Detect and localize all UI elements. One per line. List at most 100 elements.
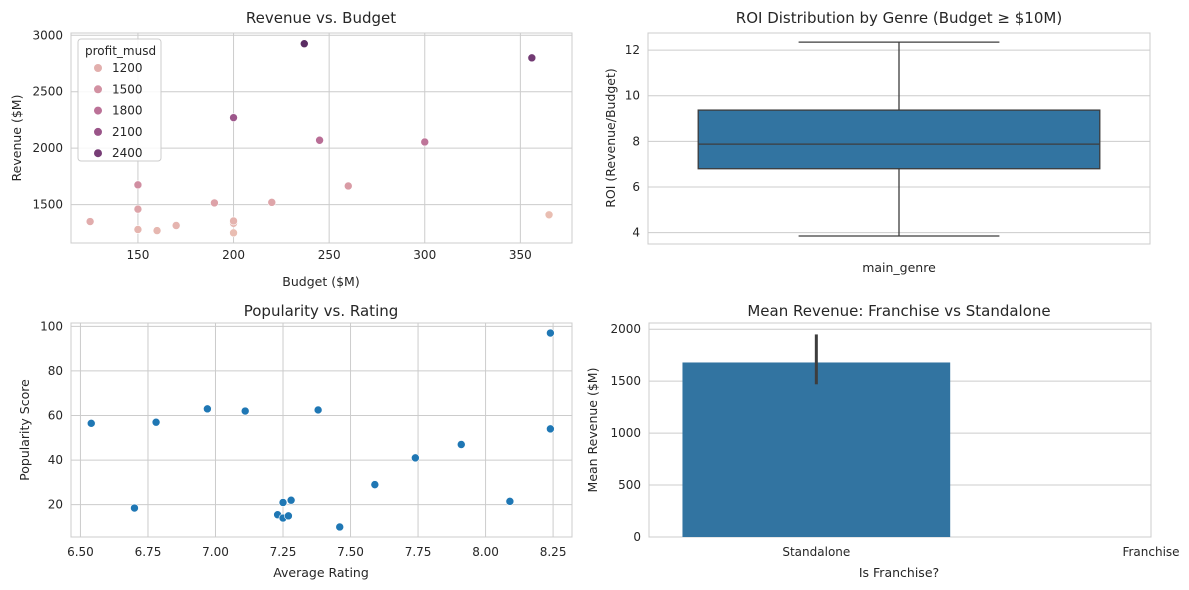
data-point	[85, 217, 95, 226]
data-point	[544, 210, 554, 220]
data-point	[420, 137, 430, 147]
chart-title: ROI Distribution by Genre (Budget ≥ $10M…	[736, 9, 1062, 27]
data-point	[86, 419, 96, 428]
data-point	[370, 480, 380, 489]
legend-label: 1500	[112, 82, 143, 96]
roi-box-panel: ROI Distribution by Genre (Budget ≥ $10M…	[603, 9, 1151, 275]
data-point	[133, 204, 143, 214]
x-tick-label: 7.00	[202, 545, 229, 559]
data-point	[130, 503, 139, 513]
data-point	[546, 424, 555, 434]
legend-title: profit_musd	[85, 44, 156, 58]
plot-frame	[70, 322, 573, 538]
data-point	[229, 228, 238, 238]
x-tick-label: 7.75	[405, 545, 432, 559]
x-tick-label: 300	[413, 248, 436, 262]
data-point	[229, 113, 238, 122]
data-point	[151, 417, 161, 427]
chart-title: Mean Revenue: Franchise vs Standalone	[747, 302, 1050, 320]
y-tick-label: 6	[632, 180, 640, 194]
y-tick-label: 3000	[32, 28, 63, 42]
x-axis-label: Is Franchise?	[859, 565, 939, 580]
data-point	[152, 226, 162, 235]
data-point	[133, 225, 143, 234]
y-axis-label: Mean Revenue ($M)	[585, 368, 600, 493]
mean-revenue-panel: Mean Revenue: Franchise vs Standalone 0 5…	[585, 302, 1180, 580]
x-axis-label: Average Rating	[273, 565, 369, 580]
data-point	[286, 495, 296, 505]
iqr-box	[697, 109, 1101, 170]
legend-marker	[94, 85, 102, 94]
legend-marker	[94, 64, 102, 72]
y-tick-label: 100	[40, 319, 63, 333]
x-tick-label: 6.50	[67, 545, 94, 559]
chart-title: Revenue vs. Budget	[246, 9, 396, 27]
data-point	[313, 405, 323, 415]
data-point	[210, 198, 219, 208]
data-point	[299, 39, 309, 49]
y-tick-label: 4	[632, 226, 640, 240]
y-axis-label: Popularity Score	[17, 379, 32, 481]
data-point	[335, 522, 345, 532]
x-tick-label: 7.50	[337, 545, 364, 559]
legend-label: 2400	[112, 146, 143, 160]
legend-label: 2100	[112, 125, 143, 139]
y-axis-label: Revenue ($M)	[9, 95, 24, 182]
x-axis-label: main_genre	[862, 260, 936, 275]
legend-label: 1200	[112, 61, 143, 75]
plot-frame	[647, 32, 1151, 245]
data-point	[267, 198, 277, 207]
x-tick-label: 150	[126, 248, 149, 262]
data-point	[411, 453, 420, 463]
x-tick-label: 350	[509, 248, 532, 262]
y-tick-label: 2000	[32, 141, 63, 155]
y-tick-label: 8	[632, 134, 640, 148]
legend-marker	[94, 127, 102, 136]
y-tick-label: 12	[625, 43, 640, 57]
legend-label: 1800	[112, 104, 143, 118]
data-point	[229, 216, 238, 226]
x-tick-label: Franchise	[1122, 545, 1179, 559]
data-point	[278, 498, 288, 507]
data-point	[505, 497, 515, 506]
x-tick-label: 7.25	[270, 545, 297, 559]
y-tick-label: 1500	[610, 374, 641, 388]
y-tick-label: 10	[625, 89, 640, 103]
data-point	[171, 221, 181, 230]
x-tick-label: 250	[318, 248, 341, 262]
chart-title: Popularity vs. Rating	[244, 302, 399, 320]
data-point	[284, 511, 293, 521]
revenue-budget-panel: Revenue vs. Budget 150 200 250 300 350 1500 20…	[9, 9, 573, 289]
data-point	[527, 53, 537, 63]
y-tick-label: 20	[48, 498, 63, 512]
data-point	[240, 406, 250, 416]
y-tick-label: 2000	[610, 322, 641, 336]
x-tick-label: 200	[222, 248, 245, 262]
legend: profit_musd 1200 1500 1800 2100 2400	[77, 38, 162, 162]
y-tick-label: 40	[48, 453, 63, 467]
y-tick-label: 80	[48, 364, 63, 378]
data-point	[456, 440, 466, 449]
y-axis-label: ROI (Revenue/Budget)	[603, 68, 618, 208]
legend-marker	[94, 106, 102, 115]
legend-marker	[94, 149, 102, 158]
x-tick-label: Standalone	[782, 545, 850, 559]
y-tick-label: 500	[618, 478, 641, 492]
y-tick-label: 2500	[32, 85, 63, 99]
popularity-rating-panel: Popularity vs. Rating 6.50 6.75 7.00 7.25 7.…	[17, 302, 573, 580]
y-tick-label: 0	[633, 530, 641, 544]
data-point	[343, 181, 353, 191]
x-tick-label: 6.75	[135, 545, 162, 559]
y-tick-label: 60	[48, 409, 63, 423]
data-point	[315, 135, 324, 145]
y-tick-label: 1500	[32, 198, 63, 212]
plot-frame	[70, 32, 573, 244]
x-axis-label: Budget ($M)	[282, 274, 359, 289]
x-tick-label: 8.00	[472, 545, 499, 559]
data-point	[133, 180, 143, 190]
bar	[682, 362, 951, 537]
y-tick-label: 1000	[610, 426, 641, 440]
data-point	[546, 328, 555, 338]
data-point	[203, 404, 212, 414]
